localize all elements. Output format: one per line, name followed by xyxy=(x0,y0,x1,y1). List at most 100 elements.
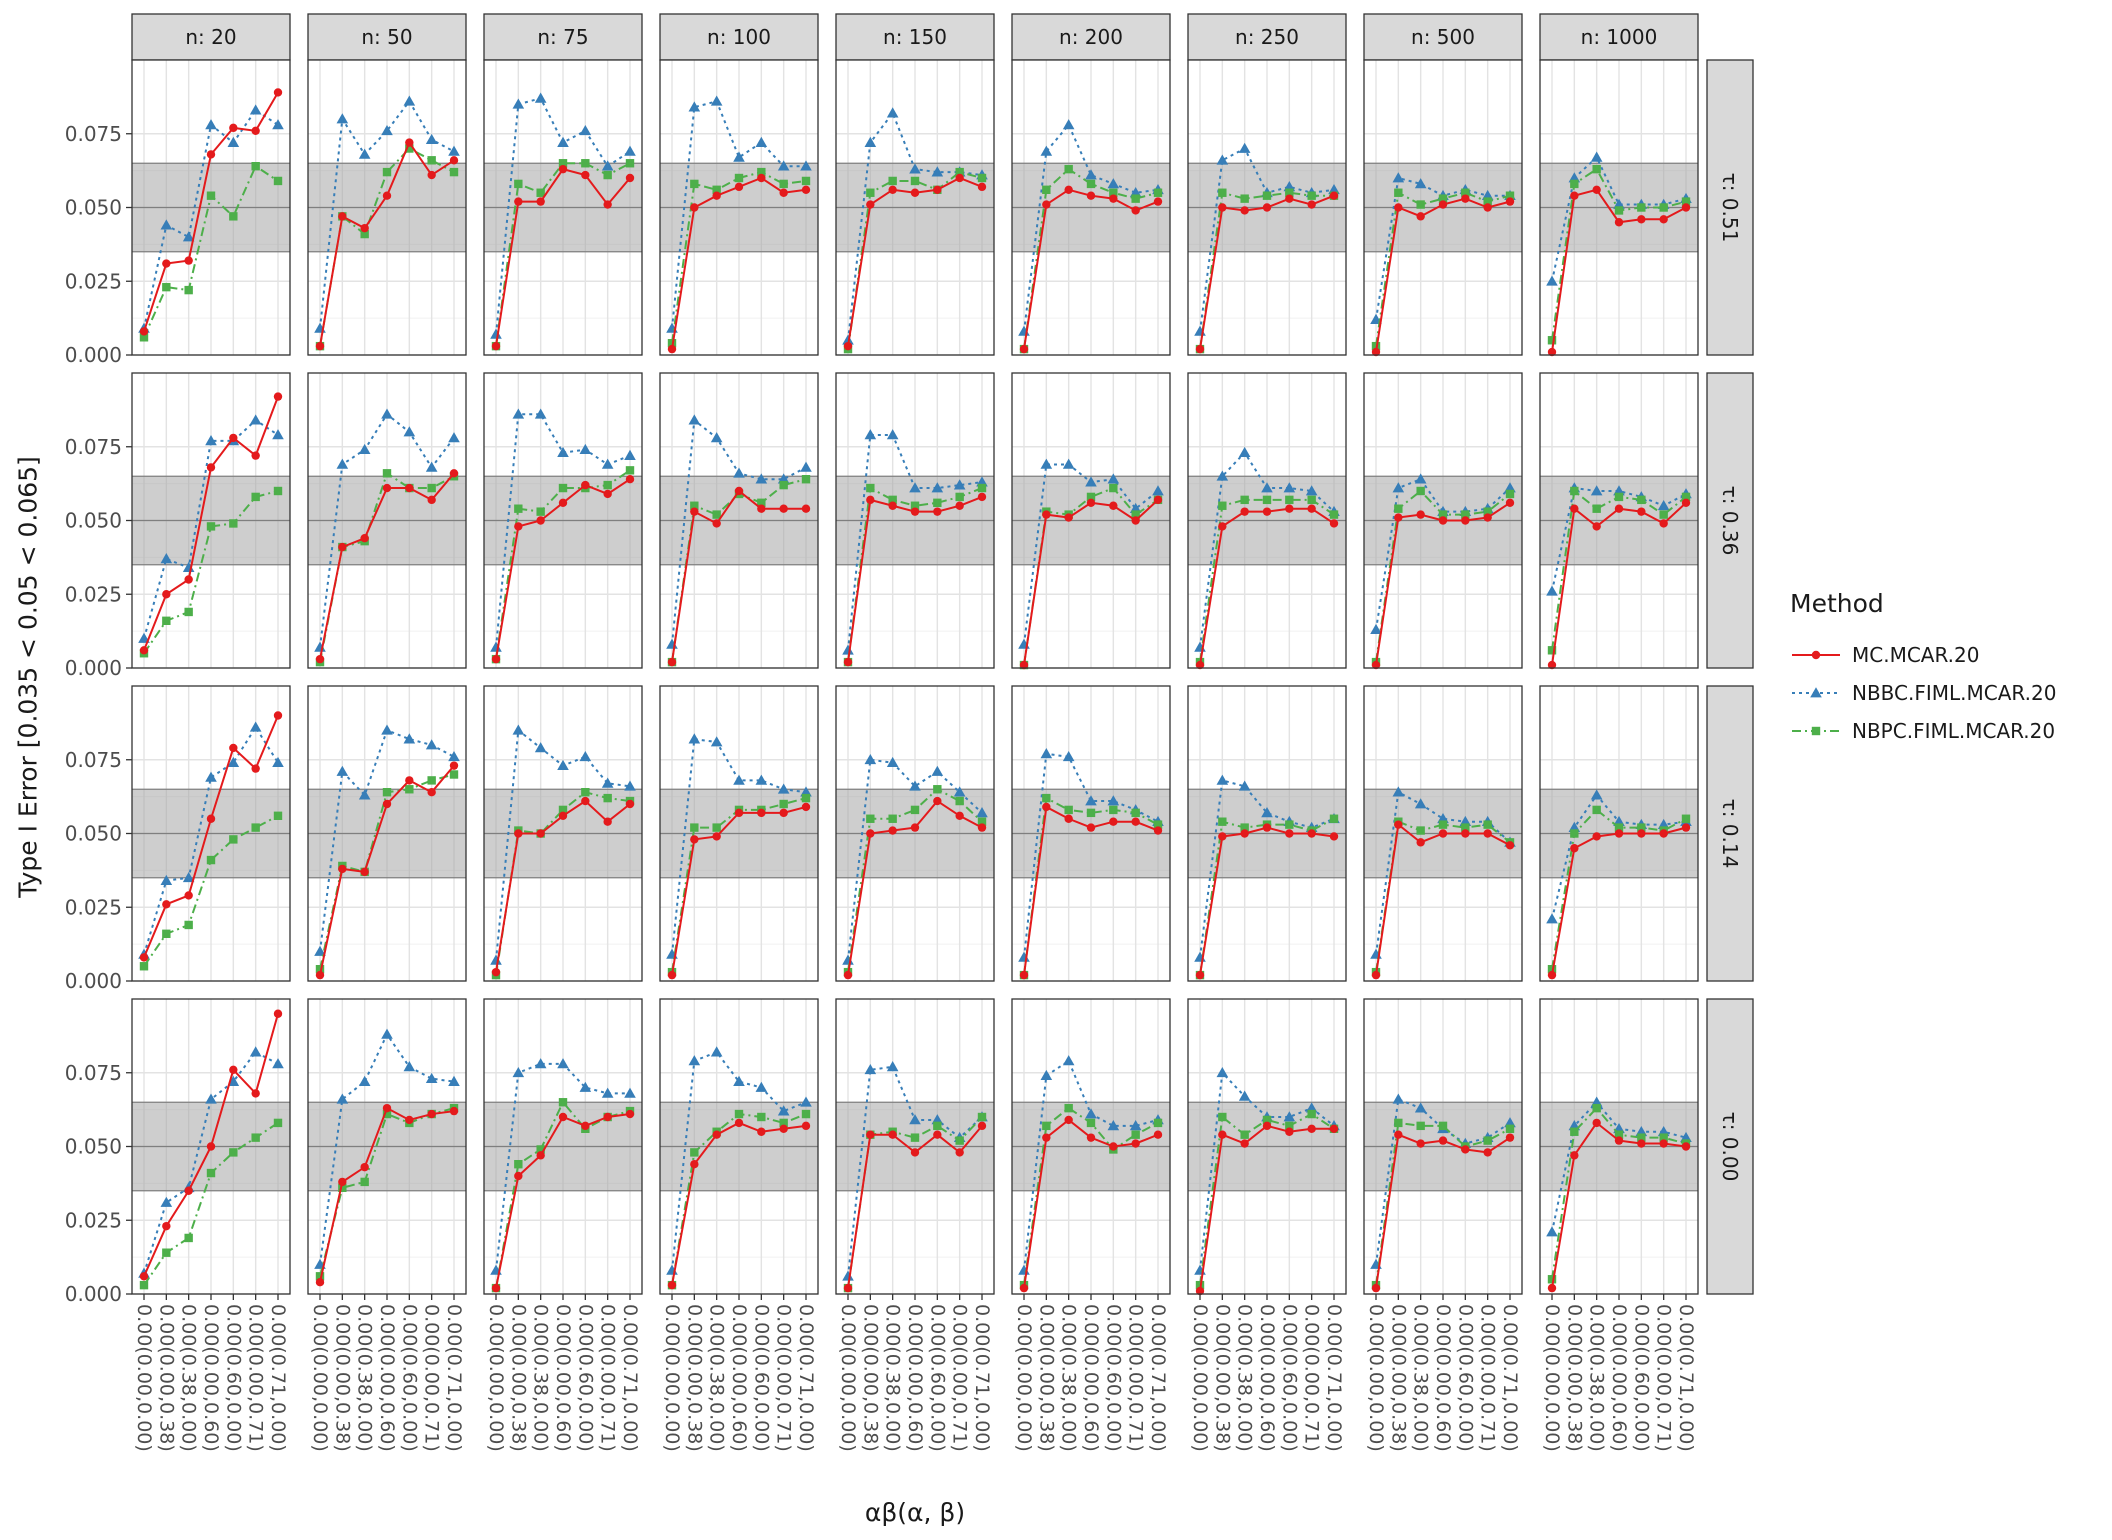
point-circle xyxy=(184,256,193,265)
point-circle xyxy=(1614,1136,1624,1145)
point-square xyxy=(1637,495,1646,505)
point-circle xyxy=(1195,660,1205,670)
point-circle xyxy=(449,469,459,478)
point-triangle xyxy=(777,1105,790,1116)
point-circle xyxy=(1505,841,1515,850)
point-square xyxy=(558,483,568,493)
point-triangle xyxy=(448,432,460,443)
facet-panel xyxy=(483,998,643,1295)
column-strip: n: 1000 xyxy=(1539,13,1699,61)
point-square xyxy=(866,814,875,823)
point-triangle xyxy=(909,482,921,493)
point-circle xyxy=(1218,1130,1227,1139)
point-circle xyxy=(1394,1130,1403,1139)
point-triangle xyxy=(1152,485,1164,496)
panel-border xyxy=(1363,372,1523,669)
point-triangle xyxy=(1657,499,1670,511)
point-square xyxy=(1218,817,1227,826)
point-triangle xyxy=(205,771,217,782)
point-triangle xyxy=(205,1093,217,1104)
point-square xyxy=(139,962,149,971)
point-circle xyxy=(449,156,459,165)
point-square xyxy=(1262,495,1272,505)
point-triangle xyxy=(534,1058,547,1069)
point-square xyxy=(1570,486,1579,496)
point-circle xyxy=(1042,510,1051,519)
x-tick-label: 0.00(0.00,0.71) xyxy=(949,1304,971,1452)
row-strip-label: τ: 0.36 xyxy=(1718,486,1742,556)
point-square xyxy=(1483,197,1492,206)
point-triangle xyxy=(512,1066,525,1078)
point-triangle xyxy=(624,780,636,791)
point-triangle xyxy=(733,1075,745,1086)
point-circle xyxy=(405,776,414,785)
point-circle xyxy=(338,864,347,874)
point-circle xyxy=(1681,823,1691,832)
point-square xyxy=(184,920,193,930)
panel-border xyxy=(835,372,995,669)
point-square xyxy=(1240,1130,1249,1139)
point-square xyxy=(690,1148,699,1157)
point-circle xyxy=(712,191,721,200)
column-strip: n: 200 xyxy=(1011,13,1171,61)
point-square xyxy=(1329,814,1339,823)
point-circle xyxy=(843,1283,853,1293)
point-triangle xyxy=(931,166,944,177)
point-circle xyxy=(536,197,545,206)
point-triangle xyxy=(425,739,438,750)
point-circle xyxy=(1019,344,1029,354)
x-tick-label: 0.00(0.60,0.00) xyxy=(574,1304,596,1452)
point-square xyxy=(360,1177,369,1187)
point-triangle xyxy=(1590,151,1603,162)
point-triangle xyxy=(755,136,768,147)
point-square xyxy=(910,805,920,815)
point-circle xyxy=(1019,1283,1029,1293)
point-square xyxy=(1153,820,1163,829)
x-tick-label: 0.00(0.00,0.00) xyxy=(485,1304,507,1452)
point-circle xyxy=(712,832,721,841)
x-tick-label: 0.00(0.00,0.60) xyxy=(728,1304,750,1452)
point-triangle xyxy=(160,1196,173,1207)
point-square xyxy=(536,188,545,197)
point-square xyxy=(1307,495,1316,505)
point-circle xyxy=(1240,507,1249,516)
point-circle xyxy=(888,826,897,835)
point-circle xyxy=(1218,832,1227,841)
point-triangle xyxy=(1392,786,1405,797)
facet-panel xyxy=(1539,372,1699,670)
x-tick-label: 0.00(0.38,0.00) xyxy=(882,1304,904,1452)
x-tick-label: 0.00(0.00,0.71) xyxy=(773,1304,795,1452)
point-square xyxy=(757,498,766,507)
point-square xyxy=(757,1112,766,1122)
point-triangle xyxy=(1216,470,1229,481)
point-square xyxy=(273,1118,283,1128)
y-tick-label: 0.025 xyxy=(65,582,122,606)
point-circle xyxy=(1461,194,1470,203)
point-triangle xyxy=(249,1046,262,1057)
point-square xyxy=(625,159,635,168)
point-triangle xyxy=(1546,585,1558,596)
x-tick-label: 0.00(0.71,0.00) xyxy=(1147,1304,1169,1452)
point-triangle xyxy=(227,756,240,768)
point-square xyxy=(581,788,590,797)
point-circle xyxy=(1371,660,1381,670)
point-circle xyxy=(405,1115,414,1125)
point-square xyxy=(1547,336,1557,345)
column-strip: n: 75 xyxy=(483,13,643,61)
point-circle xyxy=(603,489,612,499)
point-square xyxy=(1659,203,1668,212)
point-circle xyxy=(977,1121,987,1131)
point-circle xyxy=(625,799,635,809)
point-circle xyxy=(779,504,788,513)
point-square xyxy=(251,823,260,832)
point-circle xyxy=(734,808,744,818)
panel-border xyxy=(835,685,995,982)
point-square xyxy=(1394,504,1403,513)
point-circle xyxy=(558,498,568,507)
x-tick-label: 0.00(0.00,0.00) xyxy=(133,1304,155,1452)
column-strip-label: n: 20 xyxy=(185,25,236,49)
column-strip-label: n: 100 xyxy=(707,25,771,49)
point-circle xyxy=(1109,1142,1118,1151)
point-circle xyxy=(1307,200,1316,209)
point-circle xyxy=(251,764,260,773)
